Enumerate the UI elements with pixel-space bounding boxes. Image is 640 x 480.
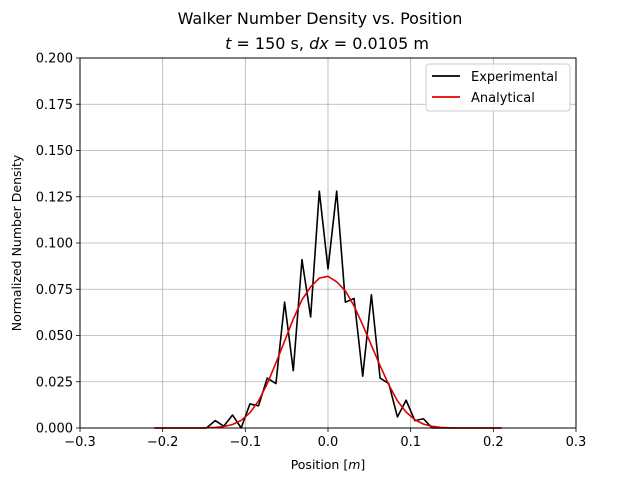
grid-layer [79, 57, 577, 429]
x-axis-label: Position [m] [291, 457, 366, 472]
y-tick-label: 0.200 [36, 52, 73, 67]
x-tick-label: −0.1 [230, 435, 262, 450]
y-axis-label: Normalized Number Density [9, 154, 24, 331]
legend-label-analytical: Analytical [471, 91, 535, 106]
x-tick-label: −0.3 [64, 435, 96, 450]
y-tick-label: 0.050 [36, 329, 73, 344]
legend-box [425, 63, 571, 112]
legend: Experimental Analytical [425, 63, 571, 112]
x-tick-label: 0.1 [400, 435, 421, 450]
y-tick-label: 0.075 [36, 283, 73, 298]
y-tick-label: 0.100 [36, 237, 73, 252]
x-tick-label: 0.2 [483, 435, 504, 450]
y-tick-label: 0.150 [36, 144, 73, 159]
y-tick-label: 0.000 [36, 422, 73, 437]
chart-subtitle: t = 150 s, dx = 0.0105 m [225, 34, 429, 53]
y-tick-label: 0.175 [36, 98, 73, 113]
x-tick-label: −0.2 [147, 435, 179, 450]
tick-layer: −0.3 −0.2 −0.1 0.0 0.1 0.2 0.3 0.000 0.025 0.050 0… [36, 52, 587, 451]
chart-title: Walker Number Density vs. Position [178, 9, 463, 28]
legend-label-experimental: Experimental [471, 70, 558, 85]
y-tick-label: 0.125 [36, 190, 73, 205]
y-tick-label: 0.025 [36, 375, 73, 390]
x-tick-label: 0.0 [318, 435, 339, 450]
x-tick-label: 0.3 [566, 435, 587, 450]
